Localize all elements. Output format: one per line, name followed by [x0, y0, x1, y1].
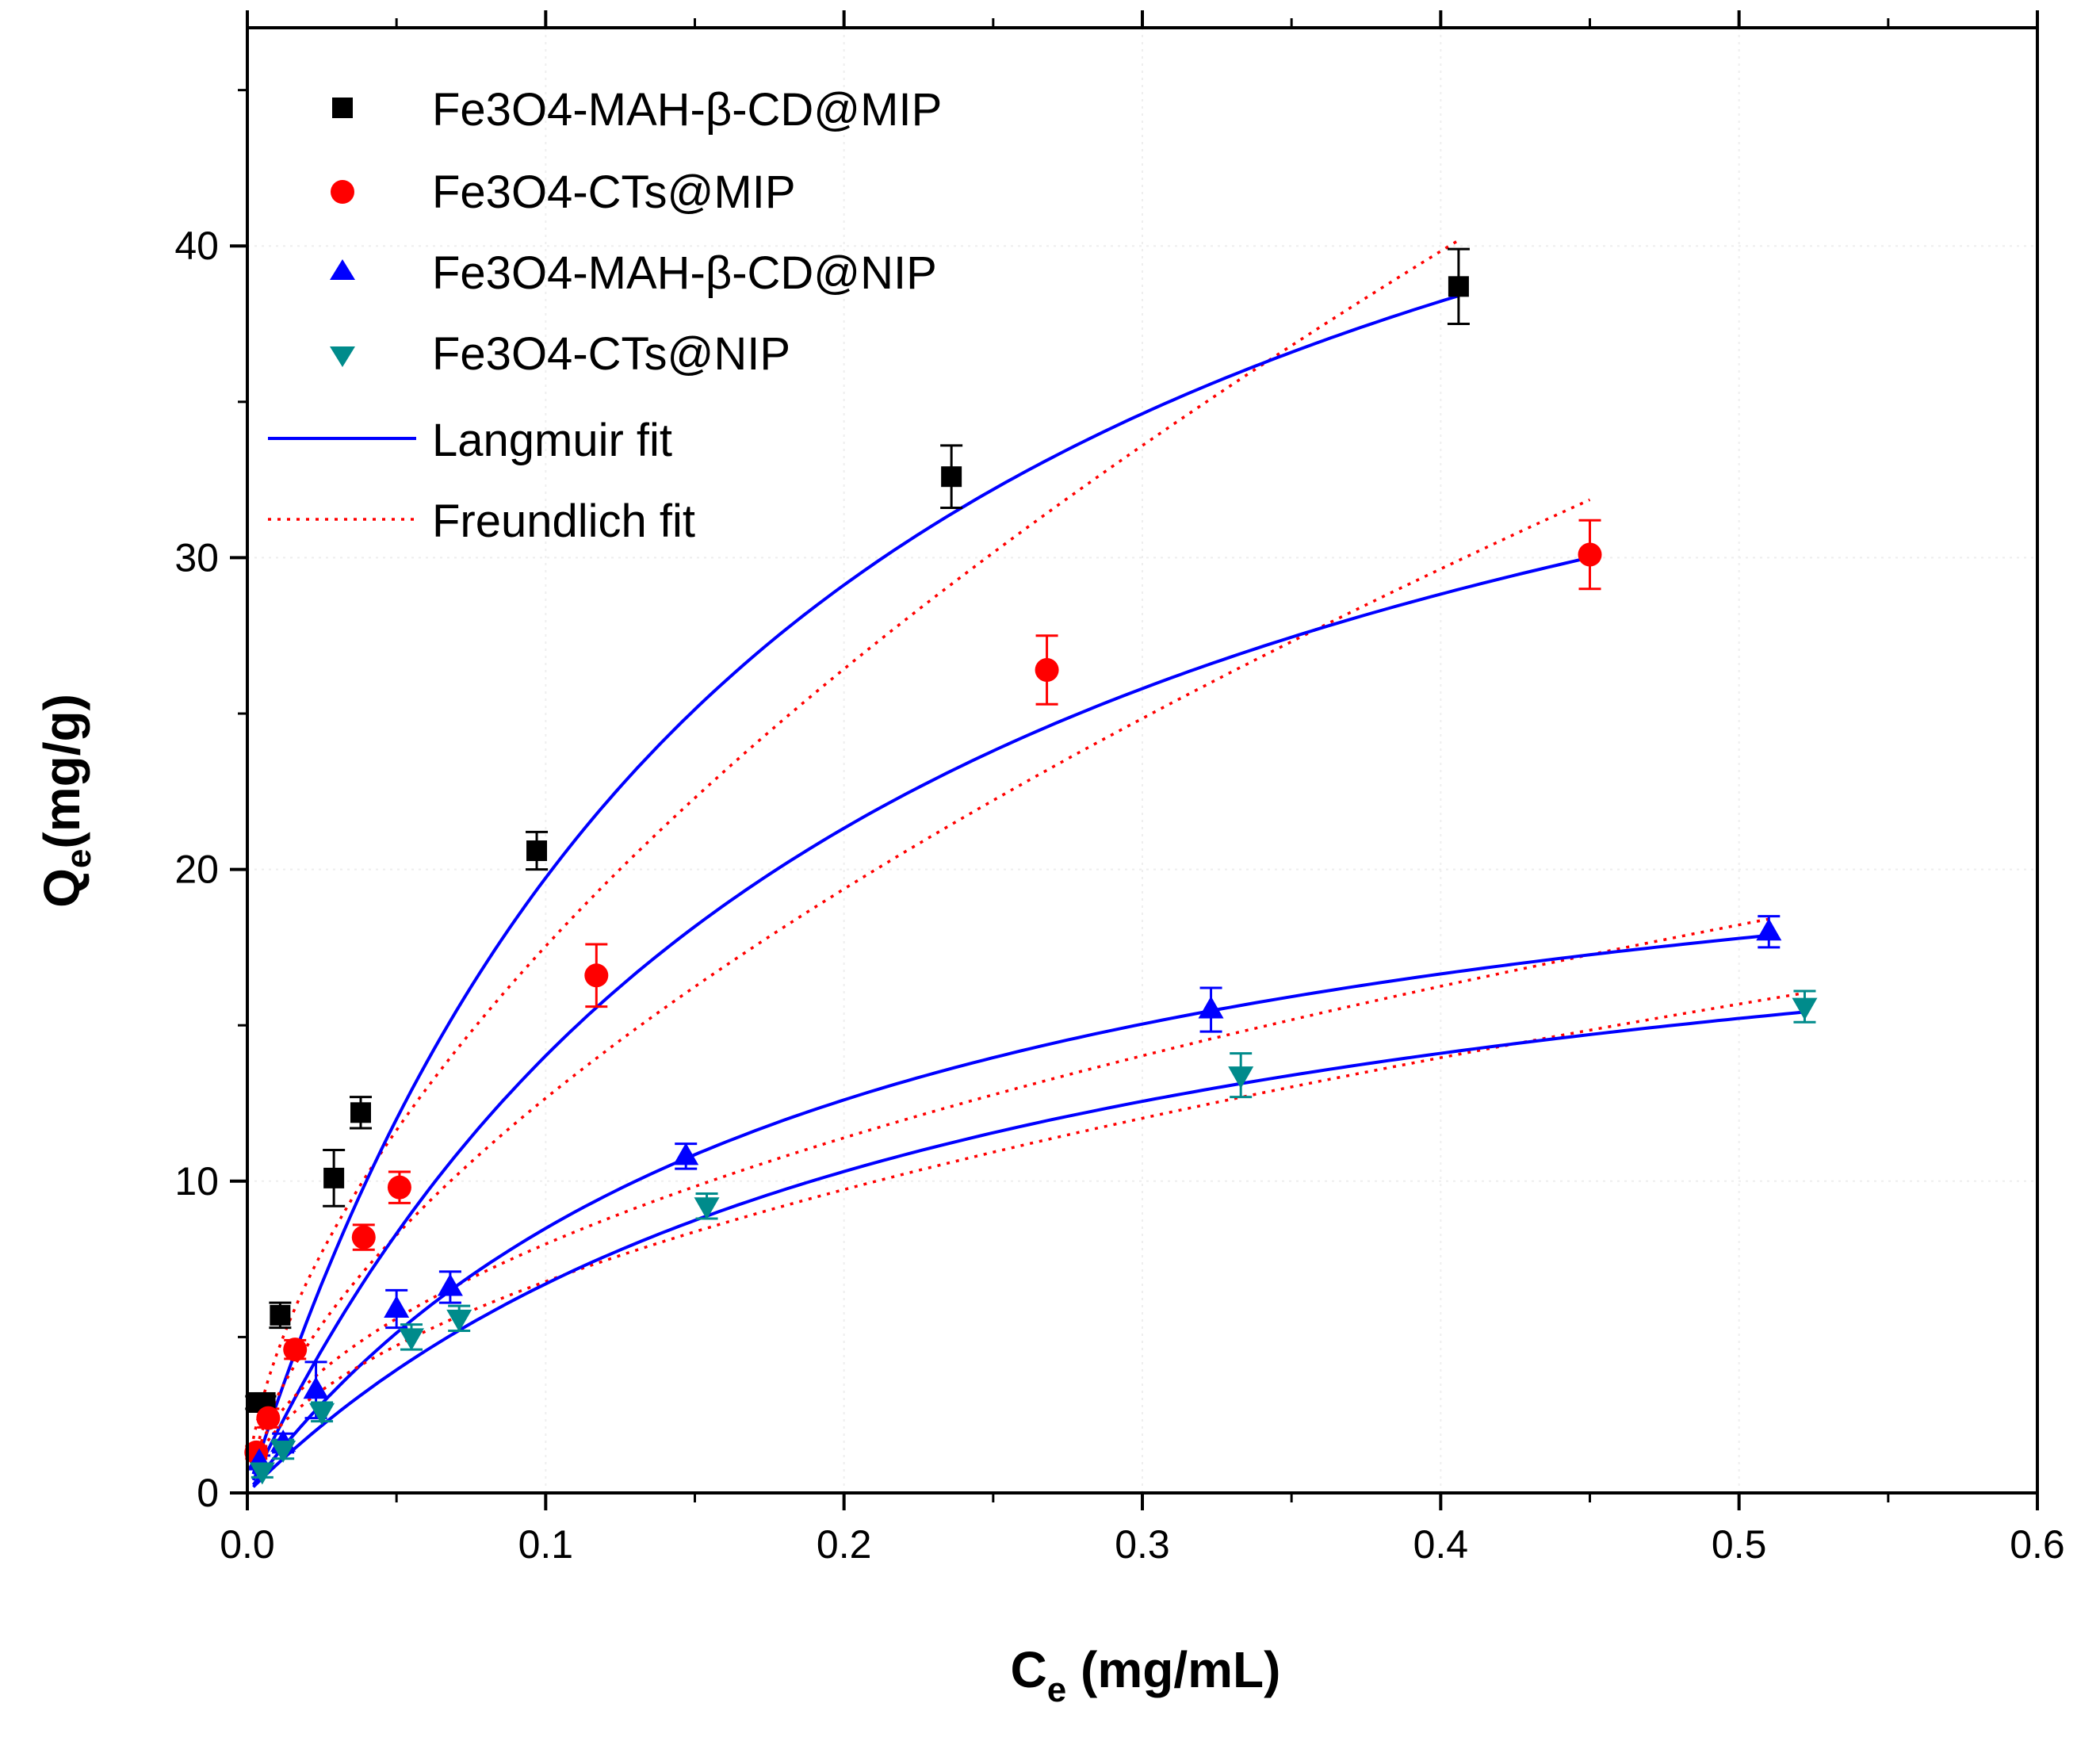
legend-marker-triangle-up: [330, 259, 355, 280]
legend-item-freundlich: Freundlich fit: [268, 496, 695, 547]
data-point-square: [526, 840, 548, 862]
x-tick-label: 0.3: [1115, 1522, 1170, 1567]
data-point-circle: [283, 1338, 308, 1362]
data-point-triangle-down: [270, 1440, 296, 1463]
legend: Fe3O4-MAH-β-CD@MIP Fe3O4-CTs@MIP Fe3O4-M…: [268, 84, 942, 547]
x-tick-label: 0.2: [817, 1522, 872, 1567]
data-point-triangle-up: [1198, 996, 1224, 1019]
data-point-triangle-up: [1756, 918, 1782, 941]
data-point-triangle-up: [673, 1142, 699, 1165]
legend-marker-circle: [331, 180, 354, 204]
x-axis-title-main: C: [1011, 1641, 1047, 1698]
y-tick-label: 10: [174, 1159, 219, 1204]
data-point-circle: [1578, 542, 1602, 567]
langmuir-fit-curve: [251, 556, 1590, 1481]
data-point-triangle-down: [398, 1328, 424, 1351]
data-point-circle: [256, 1406, 281, 1430]
x-tick-label: 0.0: [220, 1522, 275, 1567]
axis-ticks: 0.0 0.1 0.2 0.3 0.4 0.5 0.6 0 10 20 30 40: [174, 10, 2065, 1567]
freundlich-fit-curve: [251, 239, 1459, 1440]
data-point-triangle-down: [446, 1309, 472, 1332]
data-point-square: [941, 466, 962, 488]
y-tick-label: 20: [174, 848, 219, 892]
y-axis-title-main: Q: [33, 868, 90, 908]
legend-item-2: Fe3O4-MAH-β-CD@NIP: [330, 247, 937, 299]
fit-curves: [251, 239, 1805, 1488]
legend-label-1: Fe3O4-CTs@MIP: [432, 166, 796, 218]
data-point-triangle-up: [437, 1273, 463, 1296]
legend-label-0: Fe3O4-MAH-β-CD@MIP: [432, 84, 942, 136]
y-tick-label: 30: [174, 535, 219, 580]
data-point-square: [270, 1304, 291, 1326]
data-point-triangle-up: [303, 1376, 329, 1399]
x-axis-title-sub: e: [1047, 1671, 1066, 1709]
y-axis-title: Qe(mg/g): [33, 694, 98, 908]
data-point-triangle-down: [249, 1462, 275, 1485]
langmuir-fit-curve: [252, 1010, 1805, 1488]
x-tick-label: 0.1: [518, 1522, 574, 1567]
data-markers: [244, 276, 1818, 1485]
x-axis-title: Ce (mg/mL): [1011, 1641, 1281, 1709]
data-point-triangle-down: [1792, 997, 1818, 1020]
langmuir-fit-curve: [251, 294, 1459, 1475]
legend-marker-triangle-down: [330, 346, 355, 367]
data-point-circle: [387, 1175, 411, 1200]
freundlich-fit-curve: [251, 498, 1591, 1458]
freundlich-fit-curve: [251, 917, 1769, 1460]
y-tick-label: 40: [174, 224, 219, 268]
legend-label-langmuir: Langmuir fit: [432, 415, 672, 466]
legend-item-langmuir: Langmuir fit: [268, 415, 672, 466]
legend-item-1: Fe3O4-CTs@MIP: [331, 166, 796, 218]
y-axis-title-sub: e: [59, 849, 98, 868]
data-point-triangle-down: [309, 1403, 335, 1426]
x-tick-label: 0.6: [2010, 1522, 2065, 1567]
y-axis-title-unit: (mg/g): [33, 694, 90, 849]
legend-label-2: Fe3O4-MAH-β-CD@NIP: [432, 247, 937, 299]
data-point-circle: [351, 1225, 376, 1250]
legend-item-0: Fe3O4-MAH-β-CD@MIP: [332, 84, 942, 136]
data-point-square: [1448, 276, 1469, 297]
data-point-triangle-down: [694, 1197, 720, 1220]
y-tick-label: 0: [197, 1471, 219, 1515]
legend-item-3: Fe3O4-CTs@NIP: [330, 328, 790, 380]
langmuir-fit-curve: [251, 933, 1769, 1487]
data-point-circle: [584, 963, 609, 988]
data-point-triangle-up: [384, 1295, 410, 1318]
data-point-triangle-down: [1228, 1066, 1254, 1089]
x-axis-title-unit: (mg/mL): [1066, 1641, 1280, 1698]
freundlich-fit-curve: [251, 991, 1805, 1467]
data-point-square: [323, 1167, 345, 1188]
x-tick-label: 0.5: [1712, 1522, 1767, 1567]
data-point-square: [350, 1102, 372, 1123]
legend-label-freundlich: Freundlich fit: [432, 496, 695, 547]
legend-label-3: Fe3O4-CTs@NIP: [432, 328, 790, 380]
legend-marker-square: [332, 98, 353, 118]
x-tick-label: 0.4: [1413, 1522, 1469, 1567]
data-point-circle: [1035, 657, 1059, 682]
